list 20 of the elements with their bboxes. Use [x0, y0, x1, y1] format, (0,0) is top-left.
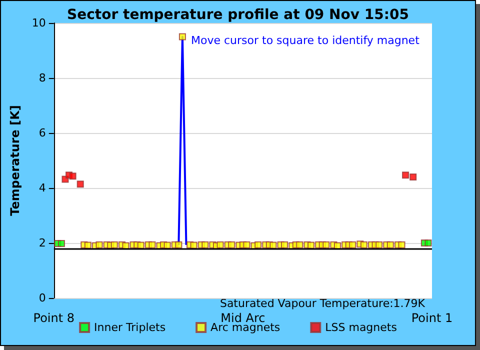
point — [402, 172, 410, 179]
y-tick-label: 2 — [38, 236, 46, 250]
y-tick-label: 10 — [32, 16, 46, 30]
y-tick-label: 6 — [38, 126, 46, 140]
point — [58, 240, 65, 248]
y-axis-title: Temperature [K] — [8, 105, 22, 216]
x-tick-label: Point 1 — [411, 311, 453, 325]
y-tick-label: 8 — [38, 72, 46, 84]
point — [69, 172, 76, 180]
legend-label: Inner Triplets — [94, 321, 166, 334]
annotation: Move cursor to square to identify magnet — [191, 34, 420, 47]
point — [410, 174, 417, 180]
x-tick-label: Point 8 — [33, 311, 75, 325]
annotation: Saturated Vapour Temperature:1.79K — [220, 297, 426, 310]
point — [424, 240, 432, 246]
legend-label: LSS magnets — [325, 321, 398, 334]
chart-title: Sector temperature profile at 09 Nov 15:05 — [67, 7, 409, 23]
y-tick-label: 0 — [38, 292, 46, 304]
point — [76, 180, 84, 188]
y-tick-label: 4 — [38, 182, 46, 194]
